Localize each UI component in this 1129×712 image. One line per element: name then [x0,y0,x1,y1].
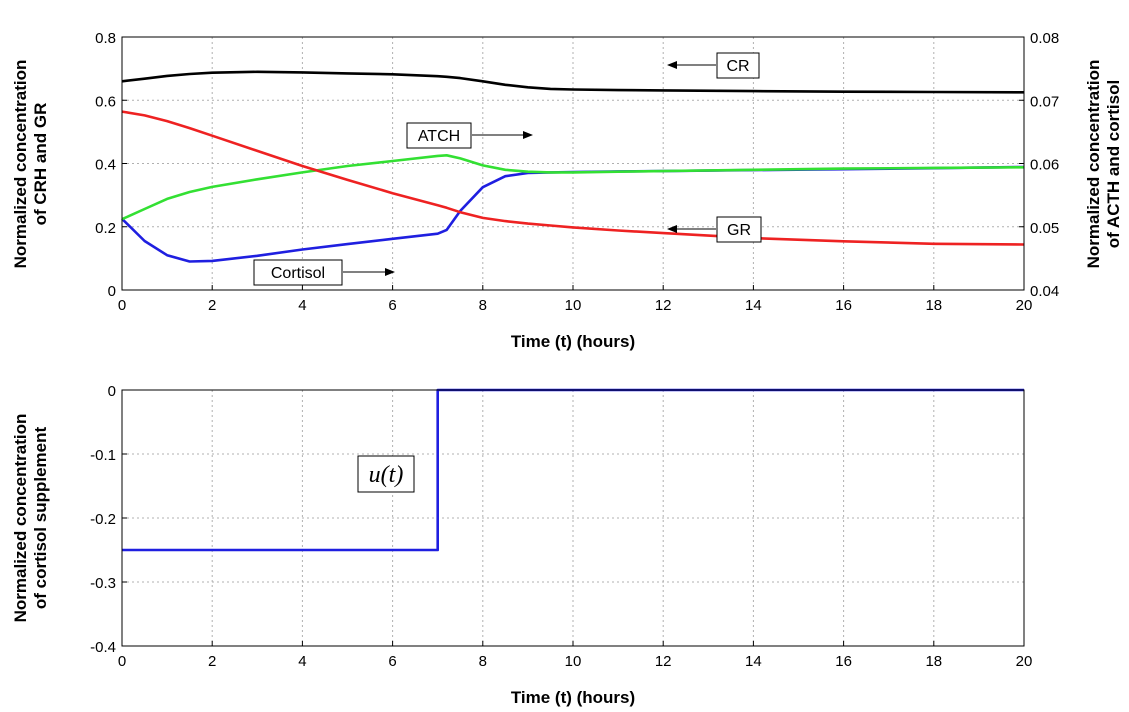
top-series-line-cr [121,70,1025,94]
top-y-tick-label: 0.6 [95,93,116,110]
annotation-atch-box [406,122,472,149]
top-series-line-atch [121,154,1025,221]
top-x-tick-label: 10 [565,297,582,314]
bottom-chart-panel: 0 2 4 6 8 10 12 14 16 18 20 0 -0.1 -0.2 -0.3 -0.4 Time… [11,383,1032,707]
top-x-tick-label: 20 [1016,297,1033,314]
top-y2-axis-label-line2: of ACTH and cortisol [1104,80,1123,248]
annotation-cr-box [716,52,760,79]
top-x-axis-label: Time (t) (hours) [511,332,635,351]
bottom-y-axis-label-line1: Normalized concentration [11,414,30,623]
top-grid [121,36,1025,291]
bottom-grid [121,389,1025,647]
annotation-cortisol: Cortisol [253,259,395,286]
top-y2-axis-label-line1: Normalized concentration [1084,60,1103,269]
annotation-u-label: u(t) [369,462,404,488]
top-y2-tick-label: 0.04 [1030,283,1059,300]
annotation-u-box [357,455,415,493]
bottom-y-tick-labels: 0 -0.1 -0.2 -0.3 -0.4 [90,383,116,656]
bottom-x-axis-label: Time (t) (hours) [511,688,635,707]
top-y2-axis-label: Normalized concentration of ACTH and cor… [1084,60,1123,269]
top-x-tick-label: 12 [655,297,672,314]
bottom-y-axis-label-line2: of cortisol supplement [31,427,50,610]
annotation-gr: GR [667,216,762,243]
bottom-x-tick-label: 18 [925,653,942,670]
bottom-x-tick-label: 12 [655,653,672,670]
top-y-tick-label: 0 [108,283,116,300]
top-y-tick-label: 0.4 [95,157,116,174]
top-x-tick-label: 16 [835,297,852,314]
annotation-u: u(t) [357,455,415,493]
bottom-x-tick-label: 6 [388,653,396,670]
annotation-cr-label: CR [726,58,749,75]
top-x-tick-label: 14 [745,297,762,314]
annotation-atch-label: ATCH [418,128,460,145]
top-x-tick-label: 0 [118,297,126,314]
top-y-tick-labels: 0 0.2 0.4 0.6 0.8 [95,30,116,300]
top-chart-panel: 0 2 4 6 8 10 12 14 16 18 20 0 0.2 0.4 0.6 0.8 0.04 0.05… [11,30,1123,351]
bottom-x-tick-label: 14 [745,653,762,670]
annotation-cortisol-label: Cortisol [271,265,325,282]
bottom-y-tick-label: 0 [108,383,116,400]
bottom-y-axis-label: Normalized concentration of cortisol sup… [11,414,50,623]
top-y-tick-label: 0.8 [95,30,116,47]
annotation-cortisol-box [253,259,343,286]
bottom-x-tick-label: 2 [208,653,216,670]
top-x-tick-label: 18 [925,297,942,314]
bottom-plot-frame [121,389,1025,647]
top-y-axis-label-line1: Normalized concentration [11,60,30,269]
bottom-x-tick-label: 20 [1016,653,1033,670]
bottom-x-tick-label: 4 [298,653,306,670]
bottom-x-tick-label: 10 [565,653,582,670]
top-y-axis-label: Normalized concentration of CRH and GR [11,60,50,269]
bottom-y-tick-label: -0.3 [90,575,116,592]
annotation-cr: CR [667,52,760,79]
top-x-tick-labels: 0 2 4 6 8 10 12 14 16 18 20 [118,297,1033,314]
top-series-lines [121,70,1025,263]
bottom-y-tick-label: -0.1 [90,447,116,464]
top-y2-tick-label: 0.06 [1030,157,1059,174]
bottom-x-tick-labels: 0 2 4 6 8 10 12 14 16 18 20 [118,653,1033,670]
top-y2-tick-label: 0.05 [1030,220,1059,237]
bottom-x-tick-label: 16 [835,653,852,670]
top-x-tick-label: 8 [479,297,487,314]
bottom-x-tick-label: 0 [118,653,126,670]
top-plot-frame [121,36,1025,291]
top-x-tick-label: 4 [298,297,306,314]
top-y2-tick-label: 0.08 [1030,30,1059,47]
annotation-gr-label: GR [727,222,751,239]
top-x-tick-label: 6 [388,297,396,314]
top-series-line-cortisol [121,110,1025,246]
top-y-tick-label: 0.2 [95,220,116,237]
annotation-gr-box [716,216,762,243]
top-y2-tick-labels: 0.04 0.05 0.06 0.07 0.08 [1030,30,1059,300]
top-y2-tick-label: 0.07 [1030,93,1059,110]
bottom-x-tick-label: 8 [479,653,487,670]
bottom-y-tick-label: -0.4 [90,639,116,656]
bottom-y-tick-label: -0.2 [90,511,116,528]
annotation-atch: ATCH [406,122,533,149]
top-x-tick-label: 2 [208,297,216,314]
top-y-axis-label-line2: of CRH and GR [31,103,50,226]
